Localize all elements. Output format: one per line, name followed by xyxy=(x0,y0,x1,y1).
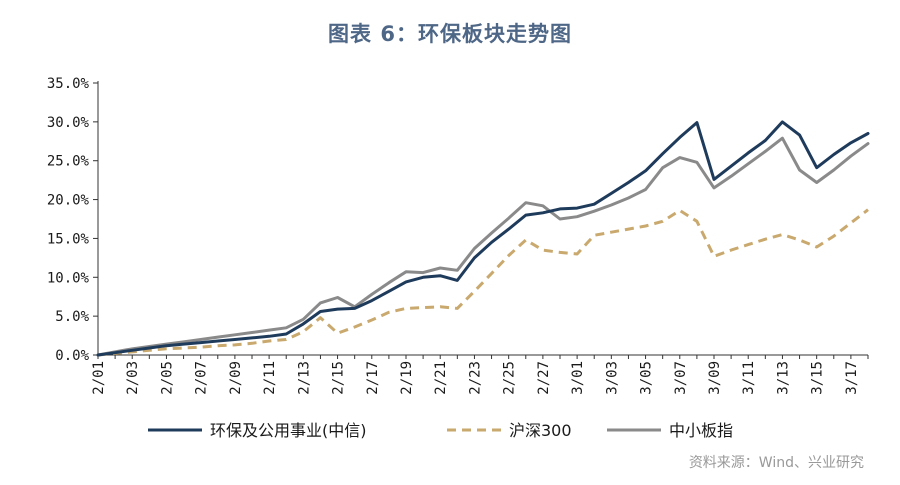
y-tick-label: 25.0% xyxy=(47,154,90,170)
legend-label-0: 环保及公用事业(中信) xyxy=(210,421,367,440)
x-tick-label: 2/05 xyxy=(159,361,175,395)
x-tick-label: 3/05 xyxy=(639,361,655,395)
x-tick-label: 2/19 xyxy=(399,361,415,395)
chart-title: 图表 6：环保板块走势图 xyxy=(328,22,572,46)
y-tick-label: 30.0% xyxy=(47,115,90,131)
x-tick-label: 2/13 xyxy=(296,361,312,395)
x-tick-label: 3/01 xyxy=(570,361,586,395)
x-tick-label: 2/15 xyxy=(331,361,347,395)
series-line-1 xyxy=(97,208,869,357)
x-tick-label: 2/21 xyxy=(433,361,449,395)
legend: 环保及公用事业(中信) 沪深300 中小板指 xyxy=(148,421,733,440)
series-line-2 xyxy=(96,136,870,357)
x-axis: 2/01 2/03 2/05 2/07 2/09 2/11 2/13 2/15 2/17 2/19… xyxy=(91,354,869,395)
y-tick-label: 15.0% xyxy=(47,231,90,247)
y-axis: 0.0% 5.0% 10.0% 15.0% 20.0% 25.0% 30.0% 35.0% xyxy=(47,76,99,364)
x-tick-label: 3/03 xyxy=(604,361,620,395)
x-tick-label: 3/11 xyxy=(741,361,757,395)
legend-label-2: 中小板指 xyxy=(669,421,733,440)
x-tick-label: 2/17 xyxy=(365,361,381,395)
x-tick-label: 2/27 xyxy=(536,361,552,395)
x-tick-label: 2/23 xyxy=(467,361,483,395)
x-tick-label: 3/09 xyxy=(707,361,723,395)
y-tick-label: 20.0% xyxy=(47,193,90,209)
y-tick-label: 10.0% xyxy=(47,270,90,286)
x-tick-label: 2/01 xyxy=(91,361,107,395)
x-tick-label: 3/15 xyxy=(810,361,826,395)
x-tick-label: 2/09 xyxy=(228,361,244,395)
legend-label-1: 沪深300 xyxy=(509,421,572,440)
x-tick-label: 3/13 xyxy=(775,361,791,395)
x-tick-label: 2/11 xyxy=(262,361,278,395)
x-tick-label: 2/03 xyxy=(125,361,141,395)
x-tick-label: 2/25 xyxy=(502,361,518,395)
y-tick-label: 35.0% xyxy=(47,76,90,92)
series-layer xyxy=(96,120,870,357)
x-tick-label: 2/07 xyxy=(194,361,210,395)
y-tick-label: 0.0% xyxy=(55,348,89,364)
source-note: 资料来源：Wind、兴业研究 xyxy=(688,455,864,471)
x-tick-label: 3/17 xyxy=(844,361,860,395)
y-tick-label: 5.0% xyxy=(55,309,89,325)
series-line-0 xyxy=(96,120,870,357)
x-tick-label: 3/07 xyxy=(673,361,689,395)
